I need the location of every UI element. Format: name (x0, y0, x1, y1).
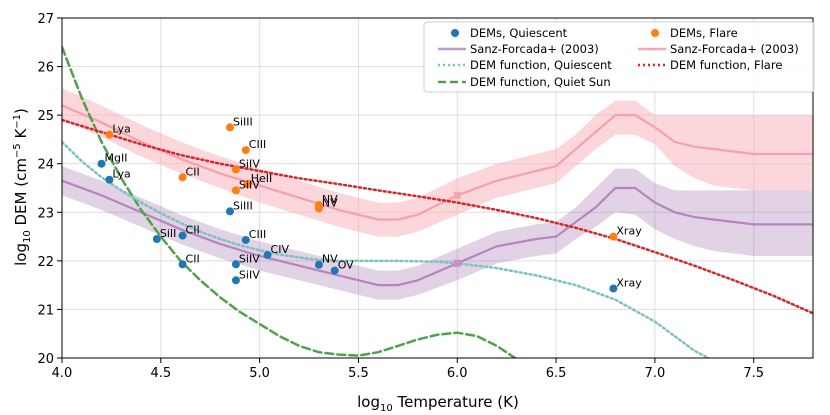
quiescent-label: CII (186, 252, 200, 265)
flare-label: CII (186, 165, 200, 178)
flare-label: NV (322, 193, 338, 206)
legend-label-sanz-quiescent: Sanz-Forcada+ (2003) (470, 42, 599, 56)
flare-label: SiIV (239, 158, 260, 171)
x-tick-label: 4.5 (150, 366, 171, 381)
quiescent-point (178, 231, 187, 240)
y-tick-label: 23 (37, 206, 54, 221)
legend-label-dem-flare: DEM function, Flare (670, 58, 782, 72)
x-tick-label: 6.0 (447, 366, 468, 381)
quiescent-label: Xray (616, 277, 642, 290)
quiescent-point (263, 251, 272, 260)
scatter-points (97, 123, 618, 293)
sanz-flare-line (62, 104, 813, 221)
axis-ticks: 4.0 4.5 5.0 5.5 6.0 6.5 7.0 7.5 20 21 22 23 24 25 26 27 (37, 12, 764, 381)
flare-label: Xray (616, 225, 642, 238)
flare-point (243, 180, 252, 189)
sanz-quiescent-band (62, 166, 813, 300)
quiescent-point (314, 260, 323, 269)
x-tick-label: 7.0 (645, 366, 666, 381)
flare-label: CIII (249, 138, 266, 151)
legend-label-quiescent: DEMs, Quiescent (470, 26, 568, 40)
legend-marker-flare (651, 29, 659, 37)
y-tick-label: 24 (37, 158, 54, 173)
quiescent-label: SiIV (239, 268, 260, 281)
dem-flare-line (62, 118, 813, 315)
y-tick-label: 27 (37, 12, 54, 27)
dem-quiet-sun-line (62, 45, 518, 358)
quiescent-label: CIV (271, 243, 290, 256)
quiescent-point (152, 235, 161, 243)
quiescent-label: OV (338, 259, 354, 272)
flare-point (225, 123, 234, 132)
legend-label-dem-quiet-sun: DEM function, Quiet Sun (470, 75, 611, 89)
x-axis-label: log10 Temperature (K) (357, 393, 519, 414)
y-tick-label: 25 (37, 109, 54, 124)
quiescent-label: CII (186, 224, 200, 237)
quiescent-label: CIII (249, 228, 266, 241)
y-tick-label: 26 (37, 61, 54, 76)
legend-marker-quiescent (451, 29, 459, 37)
flare-label: SiIII (233, 115, 253, 128)
x-tick-label: 6.5 (546, 366, 567, 381)
flare-point (178, 173, 187, 182)
series-lines (62, 45, 813, 358)
y-axis-label: log10 DEM (cm−5 K−1) (12, 108, 33, 266)
y-tick-label: 22 (37, 255, 54, 270)
quiescent-point (97, 159, 106, 168)
flare-point (231, 186, 240, 195)
flare-point (241, 146, 250, 155)
quiescent-label: NV (322, 253, 338, 266)
legend-label-sanz-flare: Sanz-Forcada+ (2003) (670, 42, 799, 56)
legend-box (423, 21, 815, 93)
quiescent-point (241, 235, 250, 244)
sanz-square-marker (453, 259, 461, 267)
y-tick-label: 21 (37, 303, 54, 318)
quiescent-point (609, 284, 618, 293)
flare-label: HeII (251, 172, 273, 185)
quiescent-point (231, 260, 240, 269)
legend-label-flare: DEMs, Flare (670, 26, 738, 40)
quiescent-point (231, 276, 240, 285)
quiescent-point (105, 175, 114, 184)
flare-label: NV (322, 196, 338, 209)
sanz-quiescent-line (62, 179, 813, 287)
x-tick-label: 5.0 (249, 366, 270, 381)
flare-label: Lya (112, 123, 130, 136)
y-tick-label: 20 (37, 352, 54, 367)
quiescent-label: SiII (160, 227, 177, 240)
sanz-square-marker (453, 191, 461, 199)
quiescent-label: Lya (112, 168, 130, 181)
quiescent-label: MgII (105, 152, 128, 165)
x-tick-label: 5.5 (348, 366, 369, 381)
quiescent-point (178, 260, 187, 269)
flare-point (314, 204, 323, 213)
flare-point (105, 130, 114, 139)
plot-frame (61, 17, 814, 359)
quiescent-point (330, 266, 339, 275)
x-tick-label: 7.5 (743, 366, 764, 381)
flare-label: SiIV (239, 178, 260, 191)
quiescent-label: SiIV (239, 252, 260, 265)
sanz-flare-band (62, 88, 813, 237)
quiescent-label: SiIII (233, 199, 253, 212)
dem-quiescent-line (62, 140, 711, 358)
flare-point (231, 165, 240, 174)
uncertainty-bands (62, 88, 813, 300)
quiescent-point (225, 207, 234, 216)
legend: DEMs, Quiescent DEMs, Flare Sanz-Forcada… (423, 21, 815, 93)
x-tick-label: 4.0 (52, 366, 73, 381)
legend-label-dem-quiescent: DEM function, Quiescent (470, 58, 612, 72)
flare-point (609, 232, 618, 241)
